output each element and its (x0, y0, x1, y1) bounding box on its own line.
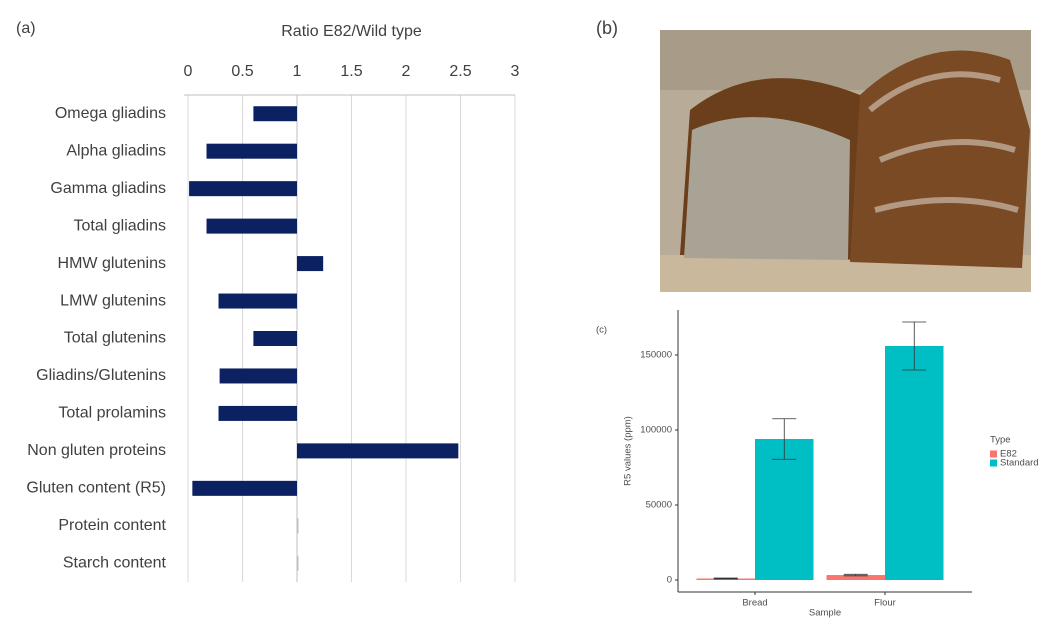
panel-label: (a) (16, 20, 36, 37)
y-tick-label: Non gluten proteins (27, 442, 166, 459)
y-tick-label: Alpha gliadins (66, 142, 166, 159)
x-tick-label: Bread (742, 598, 767, 609)
legend-label: Standard (1000, 458, 1039, 469)
bar (297, 556, 299, 571)
x-tick-label: Flour (874, 598, 896, 609)
bar (885, 346, 944, 580)
bar (220, 368, 297, 383)
bread-photo (660, 30, 1031, 292)
legend-swatch (990, 451, 997, 458)
bar (297, 443, 458, 458)
bar (297, 518, 299, 533)
chart-a: (a) Ratio E82/Wild type 0 0.5 1 1.5 2 2.5 3 Omega… (16, 20, 520, 582)
legend-title: Type (990, 435, 1011, 446)
y-tick-label: LMW glutenins (60, 292, 166, 309)
y-tick-label: Omega gliadins (55, 105, 166, 122)
panel-label: (b) (596, 18, 618, 38)
loaf-left-crumb (684, 117, 850, 260)
bar (189, 181, 297, 196)
bar (207, 219, 297, 234)
figure: (b) (a) Ratio E82/Wild type 0 0.5 1 1.5 2 2.5 3 O… (0, 0, 1041, 619)
y-tick-label: HMW glutenins (58, 255, 166, 272)
y-tick-label: 0 (667, 575, 672, 586)
x-tick-label: 2 (402, 63, 411, 80)
bar (219, 294, 297, 309)
bar (219, 406, 297, 421)
bar (192, 481, 297, 496)
y-tick-label: Protein content (58, 517, 166, 534)
page: {"photo": {"label": "(b)"}, "chart_data"… (0, 0, 1041, 619)
bar (253, 106, 297, 121)
x-tick-label: 1 (293, 63, 302, 80)
y-tick-label: Gluten content (R5) (26, 480, 166, 497)
y-tick-label: Gamma gliadins (50, 180, 166, 197)
bar (297, 256, 323, 271)
x-tick-label: 3 (511, 63, 520, 80)
y-tick-label: Total gliadins (74, 217, 167, 234)
x-tick-label: 2.5 (449, 63, 471, 80)
chart-c: (c) 0 50000 100000 150000 Bread Flour Sample R5 … (596, 310, 1039, 619)
y-tick-label: Gliadins/Glutenins (36, 367, 166, 384)
x-axis-label: Sample (809, 608, 841, 619)
bar (207, 144, 297, 159)
y-tick-label: 100000 (640, 425, 672, 436)
x-tick-label: 0.5 (231, 63, 253, 80)
x-tick-label: 1.5 (340, 63, 362, 80)
legend-swatch (990, 460, 997, 467)
y-tick-label: 50000 (646, 500, 672, 511)
bar (755, 439, 814, 580)
y-tick-label: Total glutenins (64, 330, 166, 347)
bar (253, 331, 297, 346)
x-tick-label: 0 (184, 63, 193, 80)
loaf-right (850, 51, 1030, 268)
chart-title: Ratio E82/Wild type (281, 23, 422, 40)
y-tick-label: 150000 (640, 350, 672, 361)
y-axis-label: R5 values (ppm) (623, 416, 634, 486)
y-tick-label: Starch content (63, 554, 167, 571)
panel-label: (c) (596, 325, 607, 336)
y-tick-label: Total prolamins (58, 405, 166, 422)
